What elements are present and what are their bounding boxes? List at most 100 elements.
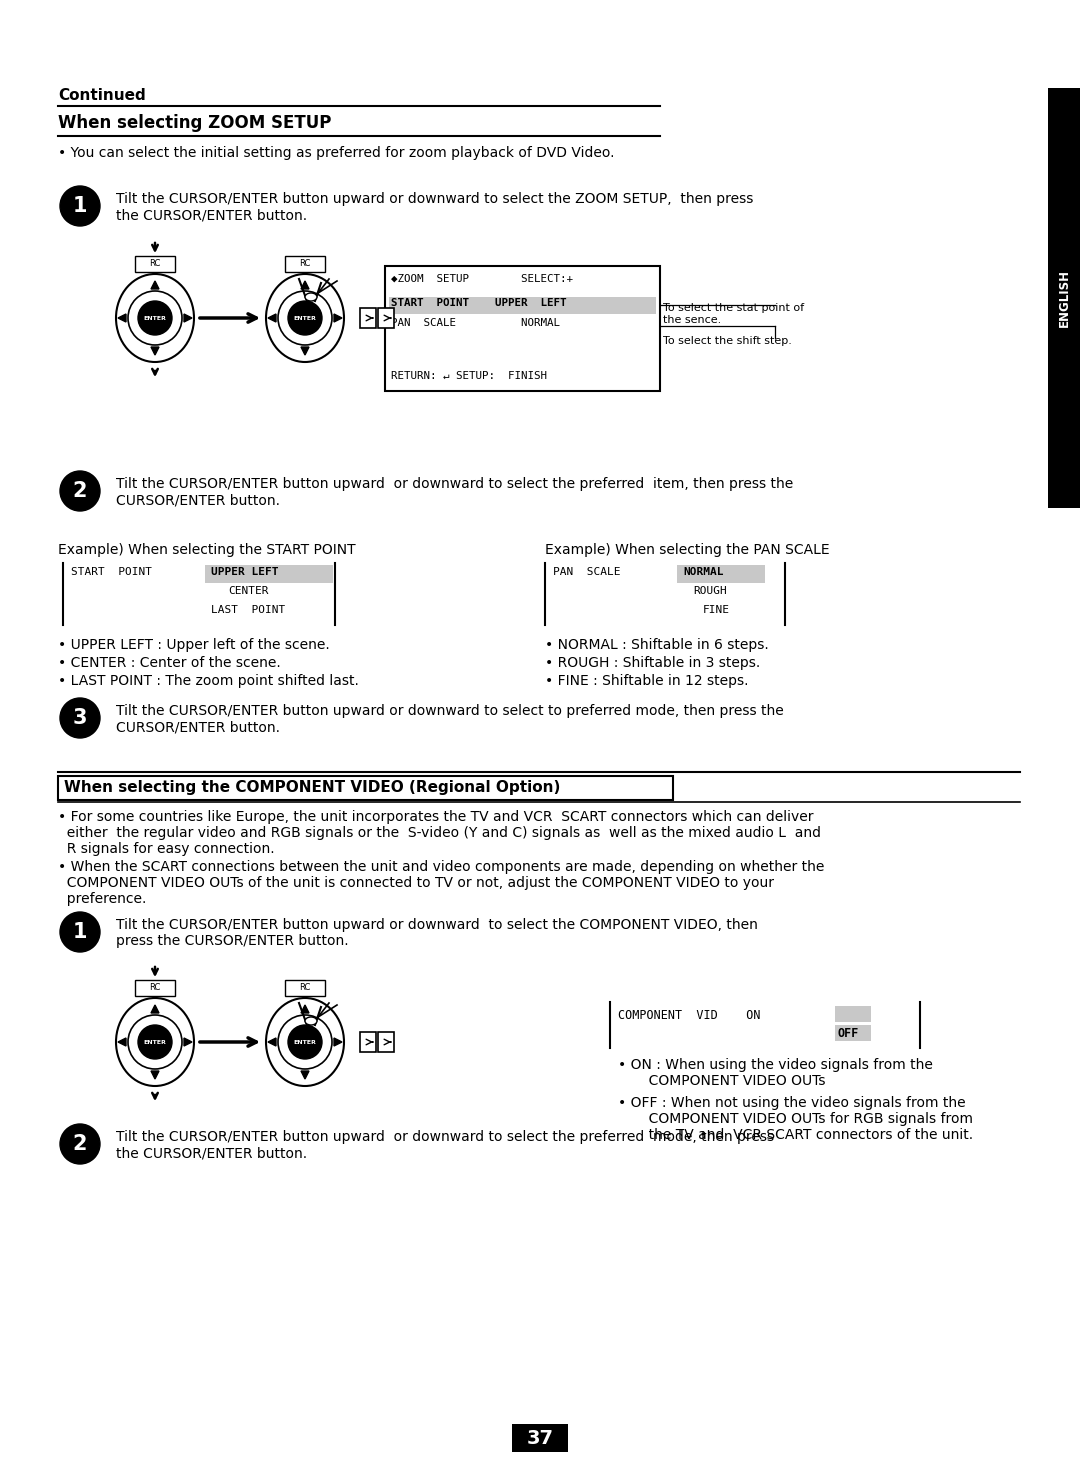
Text: PAN  SCALE: PAN SCALE (553, 566, 621, 577)
Bar (58, 776, 673, 800)
Bar (360, 308, 376, 328)
Polygon shape (184, 1038, 192, 1046)
Ellipse shape (138, 302, 172, 336)
Text: When selecting ZOOM SETUP: When selecting ZOOM SETUP (58, 114, 332, 132)
Ellipse shape (278, 1015, 332, 1069)
Text: 2: 2 (72, 481, 87, 501)
Text: NORMAL: NORMAL (683, 566, 724, 577)
Text: RC: RC (149, 259, 161, 269)
Text: Tilt the CURSOR/ENTER button upward  or downward to select the preferred  item, : Tilt the CURSOR/ENTER button upward or d… (116, 478, 793, 507)
Polygon shape (334, 1038, 342, 1046)
Bar (835, 1025, 870, 1041)
Polygon shape (151, 281, 159, 288)
Text: Tilt the CURSOR/ENTER button upward or downward to select to preferred mode, the: Tilt the CURSOR/ENTER button upward or d… (116, 704, 784, 734)
Text: START  POINT    UPPER  LEFT: START POINT UPPER LEFT (391, 297, 567, 308)
Bar (135, 256, 175, 272)
Text: RC: RC (299, 259, 311, 269)
Bar (384, 266, 660, 390)
Ellipse shape (138, 1025, 172, 1059)
Bar (205, 565, 333, 583)
Text: LAST  POINT: LAST POINT (211, 605, 285, 615)
Text: • CENTER : Center of the scene.: • CENTER : Center of the scene. (58, 657, 281, 670)
Polygon shape (268, 314, 276, 322)
Text: • OFF : When not using the video signals from the
       COMPONENT VIDEO OUTs fo: • OFF : When not using the video signals… (618, 1096, 973, 1142)
Text: PAN  SCALE          NORMAL: PAN SCALE NORMAL (391, 318, 561, 328)
Bar (360, 1032, 376, 1052)
Bar (135, 981, 175, 995)
Text: • For some countries like Europe, the unit incorporates the TV and VCR  SCART co: • For some countries like Europe, the un… (58, 810, 821, 856)
Polygon shape (118, 314, 126, 322)
Text: RETURN: ↵ SETUP:  FINISH: RETURN: ↵ SETUP: FINISH (391, 371, 546, 382)
Polygon shape (151, 1071, 159, 1080)
Text: ENTER: ENTER (144, 1040, 166, 1044)
Bar (285, 256, 325, 272)
Text: • NORMAL : Shiftable in 6 steps.: • NORMAL : Shiftable in 6 steps. (545, 637, 769, 652)
Text: Example) When selecting the PAN SCALE: Example) When selecting the PAN SCALE (545, 543, 829, 558)
Polygon shape (151, 348, 159, 355)
Text: 2: 2 (72, 1134, 87, 1154)
Text: Tilt the CURSOR/ENTER button upward  or downward to select the preferred  mode, : Tilt the CURSOR/ENTER button upward or d… (116, 1130, 774, 1160)
Text: To select the shift step.: To select the shift step. (663, 336, 792, 346)
Text: 3: 3 (72, 708, 87, 728)
Text: UPPER LEFT: UPPER LEFT (211, 566, 279, 577)
Ellipse shape (278, 291, 332, 345)
Text: 1: 1 (72, 197, 87, 216)
Bar (285, 981, 325, 995)
Text: • ROUGH : Shiftable in 3 steps.: • ROUGH : Shiftable in 3 steps. (545, 657, 760, 670)
Text: • When the SCART connections between the unit and video components are made, dep: • When the SCART connections between the… (58, 859, 824, 907)
Text: Tilt the CURSOR/ENTER button upward or downward to select the ZOOM SETUP,  then : Tilt the CURSOR/ENTER button upward or d… (116, 192, 754, 222)
Ellipse shape (116, 274, 194, 362)
Polygon shape (184, 314, 192, 322)
Text: ENTER: ENTER (294, 315, 316, 321)
Polygon shape (301, 348, 309, 355)
Polygon shape (334, 314, 342, 322)
Ellipse shape (116, 998, 194, 1086)
Text: 1: 1 (72, 921, 87, 942)
Text: ENGLISH: ENGLISH (1057, 269, 1070, 327)
Text: CENTER: CENTER (228, 586, 269, 596)
Polygon shape (301, 1071, 309, 1080)
Text: Continued: Continued (58, 87, 146, 104)
Polygon shape (301, 281, 309, 288)
Bar (835, 1006, 870, 1022)
Ellipse shape (305, 1018, 318, 1025)
Circle shape (60, 913, 100, 952)
Bar (378, 308, 394, 328)
Text: FINE: FINE (703, 605, 730, 615)
Text: COMPONENT  VID    ON: COMPONENT VID ON (618, 1009, 760, 1022)
Text: START  POINT: START POINT (71, 566, 152, 577)
Circle shape (60, 186, 100, 226)
Text: RC: RC (299, 984, 311, 992)
Ellipse shape (266, 998, 345, 1086)
Ellipse shape (129, 291, 183, 345)
Bar (677, 565, 765, 583)
Text: • You can select the initial setting as preferred for zoom playback of DVD Video: • You can select the initial setting as … (58, 146, 615, 160)
Circle shape (60, 698, 100, 738)
Bar (389, 297, 656, 314)
Text: • LAST POINT : The zoom point shifted last.: • LAST POINT : The zoom point shifted la… (58, 674, 359, 688)
Bar (1048, 87, 1080, 507)
Polygon shape (301, 1006, 309, 1013)
Text: Tilt the CURSOR/ENTER button upward or downward  to select the COMPONENT VIDEO, : Tilt the CURSOR/ENTER button upward or d… (116, 918, 758, 948)
Ellipse shape (129, 1015, 183, 1069)
Ellipse shape (288, 1025, 322, 1059)
Ellipse shape (266, 274, 345, 362)
Polygon shape (151, 1006, 159, 1013)
Text: • ON : When using the video signals from the
       COMPONENT VIDEO OUTs: • ON : When using the video signals from… (618, 1057, 933, 1089)
Circle shape (60, 470, 100, 512)
Ellipse shape (305, 293, 318, 302)
Text: Example) When selecting the START POINT: Example) When selecting the START POINT (58, 543, 355, 558)
Text: OFF: OFF (838, 1026, 860, 1040)
Text: RC: RC (149, 984, 161, 992)
Text: ◆ZOOM  SETUP        SELECT:+: ◆ZOOM SETUP SELECT:+ (391, 274, 573, 284)
Text: ENTER: ENTER (294, 1040, 316, 1044)
Polygon shape (268, 1038, 276, 1046)
Ellipse shape (288, 302, 322, 336)
Bar (378, 1032, 394, 1052)
Text: • FINE : Shiftable in 12 steps.: • FINE : Shiftable in 12 steps. (545, 674, 748, 688)
Circle shape (60, 1124, 100, 1164)
Text: 37: 37 (527, 1430, 554, 1448)
Polygon shape (118, 1038, 126, 1046)
Text: When selecting the COMPONENT VIDEO (Regional Option): When selecting the COMPONENT VIDEO (Regi… (64, 779, 561, 796)
Text: ENTER: ENTER (144, 315, 166, 321)
